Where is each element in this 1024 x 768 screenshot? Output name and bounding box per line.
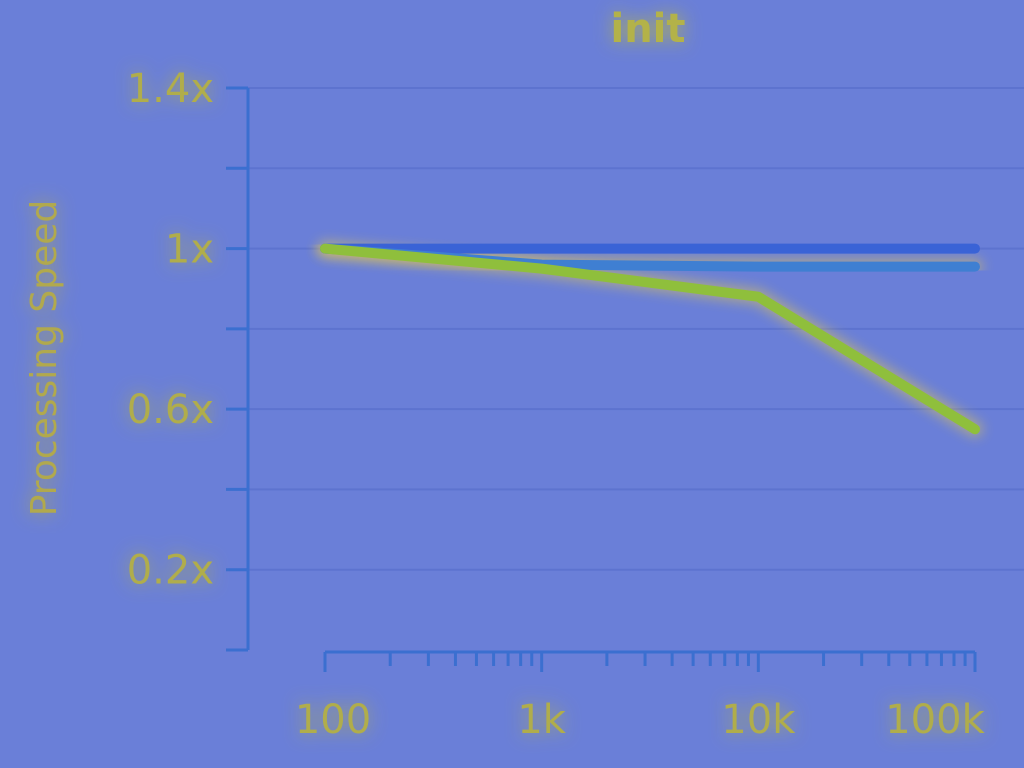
x-tick-label: 1k bbox=[517, 697, 566, 743]
y-tick-label: 0.2x bbox=[127, 548, 214, 594]
y-tick-label: 0.6x bbox=[127, 387, 214, 433]
x-tick-label: 100k bbox=[885, 697, 985, 743]
grid-lines bbox=[248, 87, 1024, 571]
chart-title: init bbox=[610, 6, 685, 52]
y-axis-label: Processing Speed bbox=[24, 200, 65, 517]
x-tick-label: 10k bbox=[721, 697, 796, 743]
series-line-3 bbox=[320, 243, 980, 435]
y-tick-label: 1.4x bbox=[127, 66, 214, 112]
series-glow bbox=[317, 240, 983, 438]
axes bbox=[226, 86, 977, 672]
chart-labels: init Processing Speed 1.4x 1x 0.6x 0.2x 100 1… bbox=[24, 6, 986, 743]
y-tick-label: 1x bbox=[165, 227, 214, 273]
series-lines bbox=[317, 240, 983, 438]
x-tick-label: 100 bbox=[295, 697, 371, 743]
